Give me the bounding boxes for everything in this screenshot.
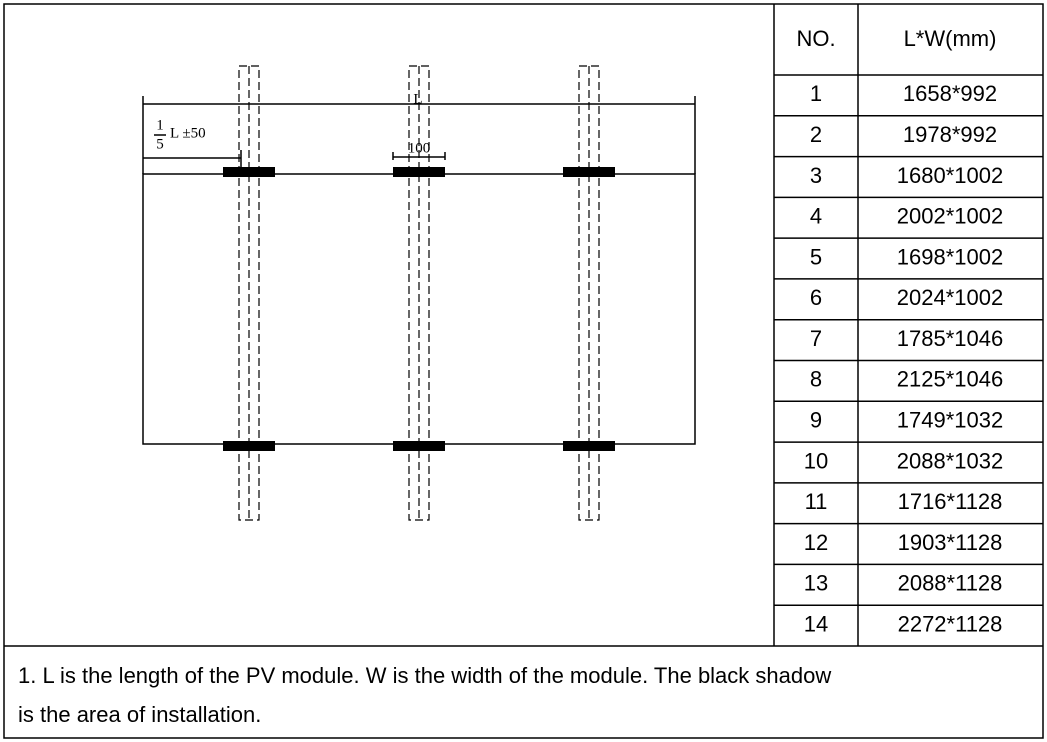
table-cell: 2088*1032: [897, 448, 1003, 473]
table-header: NO.: [796, 26, 835, 51]
rail: [408, 65, 430, 521]
table-cell: 2272*1128: [898, 611, 1003, 636]
table-cell: 3: [810, 163, 822, 188]
outer-border: [3, 3, 1044, 739]
table-cell: 1785*1046: [897, 326, 1003, 351]
clamp-dimension: [392, 152, 446, 160]
offset-label: L ±50: [170, 125, 206, 141]
table-cell: 1698*1002: [897, 244, 1003, 269]
table-header: L*W(mm): [904, 26, 997, 51]
table-cell: 13: [804, 571, 828, 596]
table-cell: 8: [810, 367, 822, 392]
table-cell: 14: [804, 611, 828, 636]
table-cell: 6: [810, 285, 822, 310]
table-cell: 2125*1046: [897, 367, 1003, 392]
diagram: L 1 5 L ±50 100: [142, 65, 696, 521]
clamp-width-label: 100: [408, 140, 431, 156]
length-label: L: [413, 91, 422, 107]
table-cell: 1: [810, 81, 822, 106]
table-cell: 1749*1032: [897, 407, 1003, 432]
table-cell: 5: [810, 244, 822, 269]
clamp: [223, 167, 275, 177]
rail: [578, 65, 600, 521]
table-cell: 4: [810, 204, 822, 229]
table-cell: 2002*1002: [897, 204, 1003, 229]
table-cell: 2024*1002: [897, 285, 1003, 310]
clamp: [563, 441, 615, 451]
note-line-text: is the area of installation.: [18, 702, 261, 727]
table-cell: 9: [810, 407, 822, 432]
rail: [238, 65, 260, 521]
table-cell: 1680*1002: [897, 163, 1003, 188]
table-cell: 1658*992: [903, 81, 997, 106]
table-cell: 7: [810, 326, 822, 351]
fraction-numerator: 1: [156, 117, 164, 133]
note-line-text: 1. L is the length of the PV module. W i…: [18, 663, 831, 688]
table-cell: 10: [804, 448, 828, 473]
table-cell: 1978*992: [903, 122, 997, 147]
table-cell: 11: [805, 489, 828, 514]
clamp: [223, 441, 275, 451]
fraction-denominator: 5: [156, 136, 164, 152]
clamp: [393, 441, 445, 451]
table-cell: 2088*1128: [898, 571, 1003, 596]
table-cell: 1903*1128: [898, 530, 1003, 555]
table-cell: 12: [804, 530, 828, 555]
clamp: [393, 167, 445, 177]
table-cell: 2: [810, 122, 822, 147]
table-cell: 1716*1128: [898, 489, 1003, 514]
clamp: [563, 167, 615, 177]
